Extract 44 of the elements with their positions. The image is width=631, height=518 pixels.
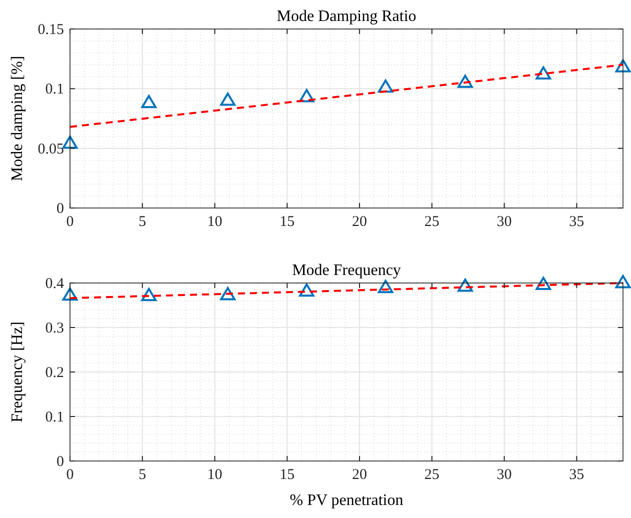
x-tick-label: 10 xyxy=(207,467,222,483)
y-tick-label: 0.2 xyxy=(45,365,64,381)
point xyxy=(615,59,631,72)
chart-title: Mode Frequency xyxy=(292,262,401,279)
point xyxy=(141,288,157,302)
y-tick-label: 0.15 xyxy=(38,22,64,38)
x-tick-label: 35 xyxy=(569,467,584,483)
point xyxy=(220,92,236,106)
x-tick-label: 10 xyxy=(207,214,222,230)
x-tick-label: 5 xyxy=(138,214,146,230)
x-tick-label: 20 xyxy=(352,214,368,230)
y-tick-label: 0 xyxy=(56,454,64,470)
point xyxy=(536,66,552,80)
x-tick-label: 25 xyxy=(424,467,440,483)
x-tick-label: 15 xyxy=(280,214,295,230)
point xyxy=(378,280,394,294)
point xyxy=(458,74,473,88)
point xyxy=(62,136,78,149)
x-tick-label: 30 xyxy=(496,467,512,483)
x-tick-label: 25 xyxy=(424,214,440,230)
x-axis-title: % PV penetration xyxy=(290,492,404,509)
point xyxy=(378,79,394,93)
point xyxy=(458,278,473,292)
x-tick-label: 35 xyxy=(569,214,584,230)
chart-title: Mode Damping Ratio xyxy=(276,8,416,25)
point xyxy=(62,287,78,301)
point xyxy=(299,283,314,297)
x-tick-label: 20 xyxy=(352,467,368,483)
y-tick-label: 0.1 xyxy=(45,410,64,426)
point xyxy=(141,94,157,108)
y-tick-label: 0.4 xyxy=(45,276,64,292)
y-tick-label: 0.3 xyxy=(45,320,64,336)
y-tick-label: 0 xyxy=(56,201,64,217)
x-tick-label: 15 xyxy=(280,467,295,483)
point xyxy=(536,276,552,290)
point xyxy=(220,287,236,300)
y-tick-label: 0.05 xyxy=(38,141,64,158)
y-axis-title: Frequency [Hz] xyxy=(9,322,26,422)
x-tick-label: 30 xyxy=(496,214,512,230)
point xyxy=(615,275,631,288)
x-tick-label: 5 xyxy=(138,467,146,483)
y-axis-title: Mode damping [%] xyxy=(9,56,26,182)
point xyxy=(299,89,314,102)
y-tick-label: 0.1 xyxy=(45,82,64,98)
